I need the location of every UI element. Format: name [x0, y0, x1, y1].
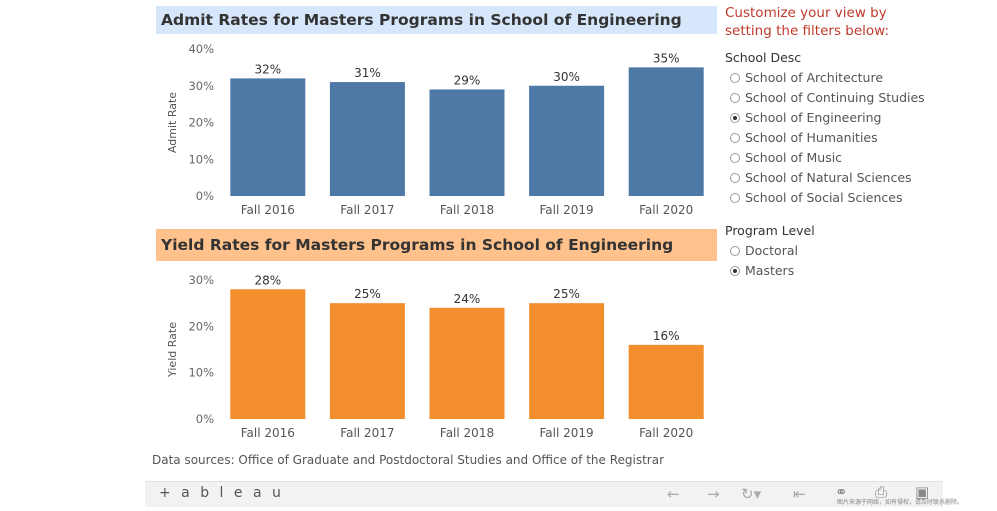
tableau-logo[interactable]: + a b l e a u [159, 485, 284, 501]
school-filter-label: School Desc [725, 50, 802, 65]
filter-prompt: Customize your view by setting the filte… [725, 5, 890, 39]
radio-label: School of Architecture [745, 70, 884, 85]
tableau-logo-text: + a b l e a u [159, 485, 284, 501]
radio-label: School of Music [745, 150, 843, 165]
radio-label: School of Engineering [745, 110, 882, 125]
x-tick-label: Fall 2019 [540, 203, 594, 217]
school-option-school-of-music[interactable]: School of Music [730, 150, 842, 165]
school-option-school-of-engineering[interactable]: School of Engineering [730, 110, 882, 125]
bar-fall-2018[interactable] [429, 89, 505, 196]
x-tick-label: Fall 2016 [241, 426, 295, 440]
radio-button[interactable] [730, 132, 740, 143]
program-option-doctoral[interactable]: Doctoral [730, 243, 798, 258]
share-icon[interactable]: ⚭ [835, 483, 848, 501]
bar-fall-2018[interactable] [429, 307, 505, 419]
yield-rate-chart[interactable]: Yield Rate 0% 10% 20% 30% 28% Fall 2016 25% Fall… [156, 262, 726, 447]
download-icon[interactable]: ⎙ [875, 483, 888, 501]
bar-value-label: 16% [653, 329, 680, 343]
school-option-school-of-social-sciences[interactable]: School of Social Sciences [730, 190, 903, 205]
revert-icon[interactable]: ↻▾ [741, 485, 762, 503]
y-tick-label: 20% [188, 116, 214, 130]
bar-value-label: 35% [653, 51, 680, 65]
bar-value-label: 31% [354, 66, 381, 80]
yield-chart-title: Yield Rates for Masters Programs in Scho… [156, 229, 717, 261]
y-tick-label: 40% [188, 42, 214, 56]
school-option-school-of-humanities[interactable]: School of Humanities [730, 130, 878, 145]
radio-label: School of Humanities [745, 130, 878, 145]
y-axis-label: Admit Rate [166, 92, 179, 153]
school-option-school-of-architecture[interactable]: School of Architecture [730, 70, 883, 85]
reset-icon[interactable]: ⇤ [793, 485, 806, 503]
admit-chart-title: Admit Rates for Masters Programs in Scho… [156, 6, 717, 34]
y-tick-label: 0% [196, 189, 214, 203]
radio-button[interactable] [730, 245, 740, 256]
radio-label: Masters [745, 263, 795, 278]
program-option-masters[interactable]: Masters [730, 263, 794, 278]
bar-fall-2017[interactable] [329, 82, 405, 196]
bar-fall-2019[interactable] [529, 303, 605, 419]
y-tick-label: 10% [188, 152, 214, 166]
data-source-note: Data sources: Office of Graduate and Pos… [152, 453, 665, 467]
bar-value-label: 24% [454, 292, 481, 306]
redo-icon[interactable]: → [707, 485, 720, 503]
radio-button[interactable] [730, 72, 740, 83]
radio-button[interactable] [730, 265, 740, 276]
y-tick-label: 20% [188, 319, 214, 333]
radio-button[interactable] [730, 152, 740, 163]
bar-value-label: 32% [254, 62, 281, 76]
undo-icon[interactable]: ← [667, 485, 680, 503]
bar-fall-2017[interactable] [329, 303, 405, 419]
bar-value-label: 25% [553, 287, 580, 301]
bar-fall-2016[interactable] [230, 289, 306, 419]
x-tick-label: Fall 2016 [241, 203, 295, 217]
y-tick-label: 10% [188, 366, 214, 380]
bar-fall-2020[interactable] [628, 67, 704, 196]
bar-value-label: 29% [454, 73, 481, 87]
x-tick-label: Fall 2018 [440, 426, 494, 440]
bar-value-label: 30% [553, 70, 580, 84]
school-option-school-of-natural-sciences[interactable]: School of Natural Sciences [730, 170, 912, 185]
program-filter-label: Program Level [725, 223, 815, 238]
y-axis-label: Yield Rate [166, 322, 179, 378]
radio-label: School of Social Sciences [745, 190, 903, 205]
x-tick-label: Fall 2020 [639, 203, 693, 217]
bar-value-label: 25% [354, 287, 381, 301]
tableau-toolbar: + a b l e a u ← → ↻▾ ⇤ ⚭ ⎙ ▣ 图片来源于网络，如有侵… [145, 481, 963, 507]
x-tick-label: Fall 2017 [340, 426, 394, 440]
bar-fall-2019[interactable] [529, 85, 605, 196]
watermark-text: 图片来源于网络，如有侵权，请及时联系删除。 [837, 499, 964, 506]
radio-button[interactable] [730, 112, 740, 123]
bar-value-label: 28% [254, 273, 281, 287]
radio-button[interactable] [730, 92, 740, 103]
bar-fall-2020[interactable] [628, 344, 704, 419]
radio-button[interactable] [730, 172, 740, 183]
radio-button[interactable] [730, 192, 740, 203]
y-tick-label: 30% [188, 273, 214, 287]
admit-rate-chart[interactable]: Admit Rate 0% 10% 20% 30% 40% 32% Fall 2016 31% F… [156, 36, 726, 221]
radio-label: School of Natural Sciences [745, 170, 912, 185]
y-tick-label: 30% [188, 79, 214, 93]
x-tick-label: Fall 2017 [340, 203, 394, 217]
x-tick-label: Fall 2020 [639, 426, 693, 440]
x-tick-label: Fall 2019 [540, 426, 594, 440]
y-tick-label: 0% [196, 412, 214, 426]
school-option-school-of-continuing-studies[interactable]: School of Continuing Studies [730, 90, 925, 105]
radio-label: School of Continuing Studies [745, 90, 925, 105]
x-tick-label: Fall 2018 [440, 203, 494, 217]
fullscreen-icon[interactable]: ▣ [915, 483, 930, 501]
bar-fall-2016[interactable] [230, 78, 306, 196]
radio-label: Doctoral [745, 243, 798, 258]
